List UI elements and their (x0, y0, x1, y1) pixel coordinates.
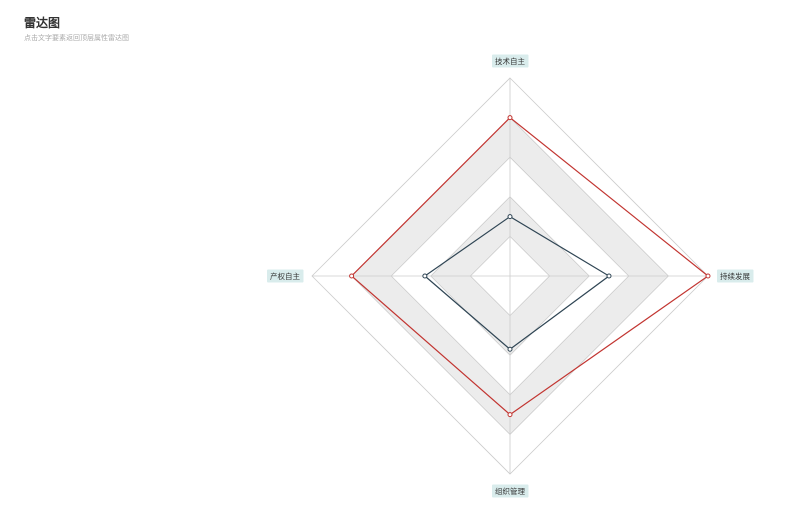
indicator-label-0[interactable]: 技术自主 (492, 54, 529, 68)
indicator-label-3[interactable]: 产权自主 (267, 269, 304, 283)
series-1-point-3[interactable] (422, 273, 428, 279)
indicator-label-text[interactable]: 产权自主 (270, 271, 300, 281)
series-layer (349, 115, 711, 418)
chart-subtitle: 点击文字要素返回顶层属性雷达图 (24, 34, 129, 42)
indicator-label-text[interactable]: 持续发展 (720, 271, 750, 281)
series-0-point-2[interactable] (507, 412, 513, 418)
series-0-point-0[interactable] (507, 115, 513, 121)
indicator-label-text[interactable]: 组织管理 (495, 486, 525, 496)
indicator-label-bg (492, 484, 529, 498)
indicator-label-bg (492, 54, 529, 68)
indicator-label-text[interactable]: 技术自主 (495, 56, 525, 66)
series-1-point-1[interactable] (606, 273, 612, 279)
indicator-label-1[interactable]: 持续发展 (717, 269, 754, 283)
series-0-point-3[interactable] (349, 273, 355, 279)
series-1-point-2[interactable] (507, 346, 513, 352)
series-0-point-1[interactable] (705, 273, 711, 279)
indicator-label-2[interactable]: 组织管理 (492, 484, 529, 498)
series-1-point-0[interactable] (507, 214, 513, 220)
chart-title: 雷达图 (24, 16, 61, 30)
axis-lines (312, 78, 708, 474)
indicator-label-bg (267, 269, 304, 283)
indicator-label-bg (717, 269, 754, 283)
